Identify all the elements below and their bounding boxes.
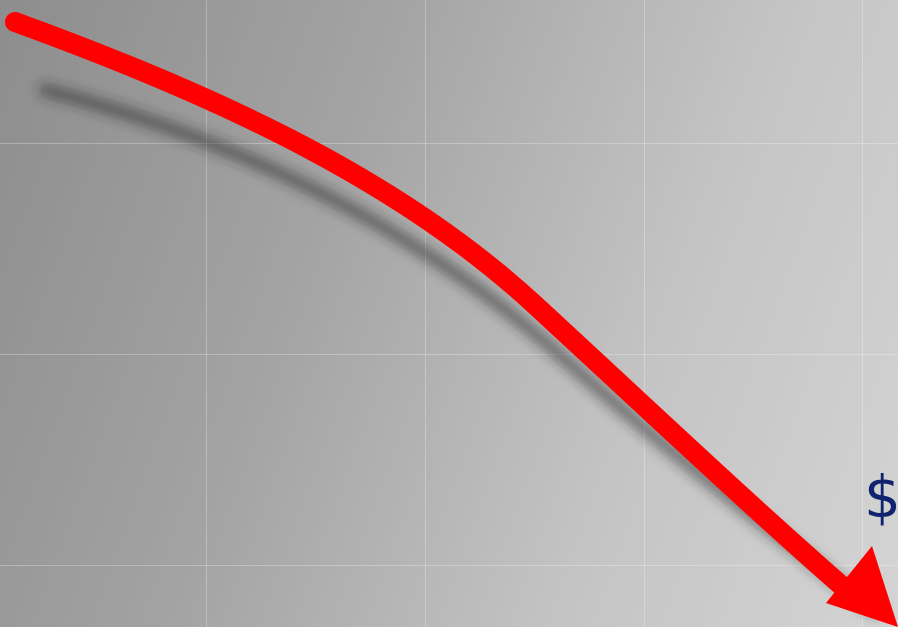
grid-line xyxy=(206,0,207,627)
arrow-shadow xyxy=(38,83,882,617)
grid-line xyxy=(862,0,863,627)
grid-line xyxy=(644,0,645,627)
grid-line xyxy=(0,354,898,355)
grid-line xyxy=(0,565,898,566)
arrow-shaft xyxy=(5,12,868,610)
grid-line xyxy=(425,0,426,627)
arrow-head xyxy=(826,546,898,627)
dollar-label: $ xyxy=(864,463,898,531)
grid-line xyxy=(0,143,898,144)
